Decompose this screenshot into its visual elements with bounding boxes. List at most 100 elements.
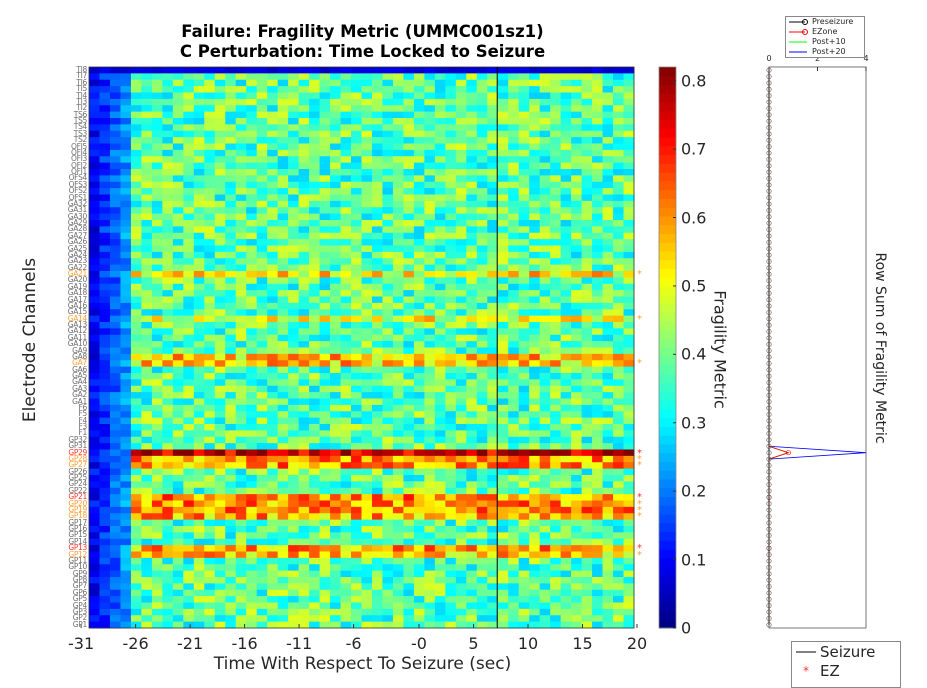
- heatmap-cell: [403, 570, 415, 578]
- heatmap-cell: [172, 92, 184, 100]
- heatmap-cell: [403, 424, 415, 431]
- heatmap-cell: [319, 309, 331, 317]
- heatmap-cell: [172, 392, 184, 399]
- heatmap-cell: [151, 118, 163, 125]
- heatmap-cell: [120, 373, 132, 380]
- rowsum-marker: [766, 533, 772, 539]
- heatmap-cell: [592, 538, 604, 546]
- heatmap-cell: [560, 443, 572, 450]
- heatmap-cell: [455, 449, 467, 457]
- heatmap-cell: [466, 207, 478, 215]
- heatmap-cell: [141, 118, 153, 125]
- heatmap-cell: [256, 621, 268, 629]
- heatmap-cell: [539, 417, 551, 425]
- heatmap-cell: [602, 226, 614, 234]
- heatmap-cell: [330, 462, 342, 470]
- heatmap-cell: [445, 322, 457, 329]
- heatmap-cell: [340, 602, 352, 610]
- heatmap-cell: [277, 373, 289, 380]
- heatmap-cell: [298, 398, 310, 406]
- heatmap-cell: [571, 111, 583, 119]
- heatmap-cell: [309, 156, 321, 164]
- heatmap-cell: [571, 373, 583, 380]
- heatmap-cell: [497, 258, 509, 266]
- heatmap-cell: [351, 557, 362, 565]
- heatmap-cell: [487, 67, 499, 74]
- rowsum-tick-label: 0: [766, 54, 772, 63]
- heatmap-cell: [225, 264, 237, 272]
- heatmap-cell: [560, 545, 572, 552]
- heatmap-cell: [204, 468, 216, 476]
- heatmap-cell: [560, 392, 572, 399]
- heatmap-cell: [319, 67, 331, 74]
- heatmap-cell: [508, 621, 520, 629]
- heatmap-cell: [560, 130, 572, 138]
- channel-label: GA25: [67, 243, 88, 253]
- heatmap-cell: [392, 538, 404, 546]
- heatmap-cell: [602, 105, 614, 113]
- heatmap-cell: [508, 169, 520, 176]
- heatmap-cell: [99, 366, 111, 374]
- x-axis-label: Time With Respect To Seizure (sec): [213, 654, 512, 674]
- heatmap-cell: [623, 118, 635, 125]
- heatmap-cell: [508, 436, 520, 444]
- heatmap-cell: [151, 506, 163, 514]
- heatmap-cell: [214, 468, 226, 476]
- heatmap-cell: [204, 271, 216, 278]
- heatmap-cell: [487, 545, 499, 552]
- heatmap-cell: [120, 245, 132, 253]
- heatmap-cell: [466, 481, 478, 489]
- heatmap-cell: [592, 232, 604, 240]
- heatmap-cell: [99, 615, 111, 623]
- heatmap-cell: [256, 258, 268, 266]
- heatmap-cell: [120, 360, 132, 368]
- heatmap-cell: [571, 494, 583, 501]
- heatmap-cell: [413, 589, 425, 597]
- heatmap-cell: [288, 322, 300, 329]
- heatmap-cell: [487, 570, 499, 578]
- heatmap-cell: [193, 334, 205, 342]
- heatmap-cell: [141, 481, 153, 489]
- heatmap-cell: [89, 232, 100, 240]
- heatmap-cell: [403, 232, 415, 240]
- heatmap-cell: [309, 392, 321, 399]
- heatmap-cell: [340, 577, 352, 584]
- rowsum-marker: [766, 552, 772, 558]
- heatmap-cell: [193, 551, 205, 559]
- heatmap-cell: [89, 92, 100, 100]
- heatmap-cell: [560, 373, 572, 380]
- heatmap-cell: [288, 564, 300, 572]
- heatmap-cell: [277, 462, 289, 470]
- heatmap-cell: [539, 404, 551, 412]
- heatmap-cell: [361, 200, 373, 208]
- heatmap-cell: [330, 334, 342, 342]
- heatmap-cell: [539, 118, 551, 125]
- heatmap-cell: [602, 175, 614, 183]
- heatmap-cell: [319, 130, 331, 138]
- heatmap-cell: [89, 124, 100, 132]
- heatmap-cell: [235, 519, 247, 527]
- colorbar-segment: [659, 303, 676, 313]
- heatmap-cell: [403, 385, 415, 393]
- heatmap-cell: [130, 251, 142, 259]
- heatmap-cell: [466, 526, 478, 533]
- heatmap-cell: [487, 430, 499, 438]
- heatmap-cell: [550, 538, 562, 546]
- heatmap-cell: [225, 322, 237, 329]
- heatmap-cell: [497, 519, 509, 527]
- heatmap-cell: [455, 481, 467, 489]
- channel-label: GP9: [72, 568, 88, 578]
- heatmap-cell: [497, 430, 509, 438]
- heatmap-cell: [340, 398, 352, 406]
- heatmap-cell: [613, 328, 625, 336]
- heatmap-cell: [424, 207, 436, 215]
- heatmap-cell: [613, 79, 625, 87]
- heatmap-cell: [466, 137, 478, 144]
- heatmap-cell: [382, 532, 394, 540]
- heatmap-cell: [120, 475, 132, 482]
- heatmap-cell: [623, 162, 635, 170]
- heatmap-cell: [183, 315, 195, 323]
- heatmap-cell: [571, 341, 583, 348]
- heatmap-cell: [277, 194, 289, 202]
- heatmap-cell: [330, 86, 342, 93]
